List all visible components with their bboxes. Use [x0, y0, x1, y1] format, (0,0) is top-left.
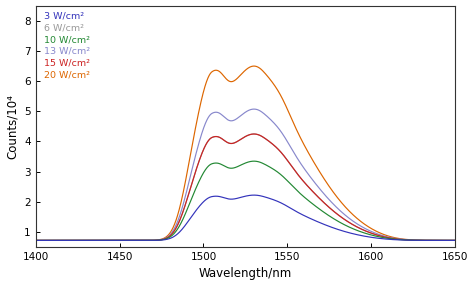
X-axis label: Wavelength/nm: Wavelength/nm [199, 267, 292, 281]
Legend: 3 W/cm², 6 W/cm², 10 W/cm², 13 W/cm², 15 W/cm², 20 W/cm²: 3 W/cm², 6 W/cm², 10 W/cm², 13 W/cm², 15… [40, 10, 91, 81]
Y-axis label: Counts/10⁴: Counts/10⁴ [6, 94, 18, 159]
